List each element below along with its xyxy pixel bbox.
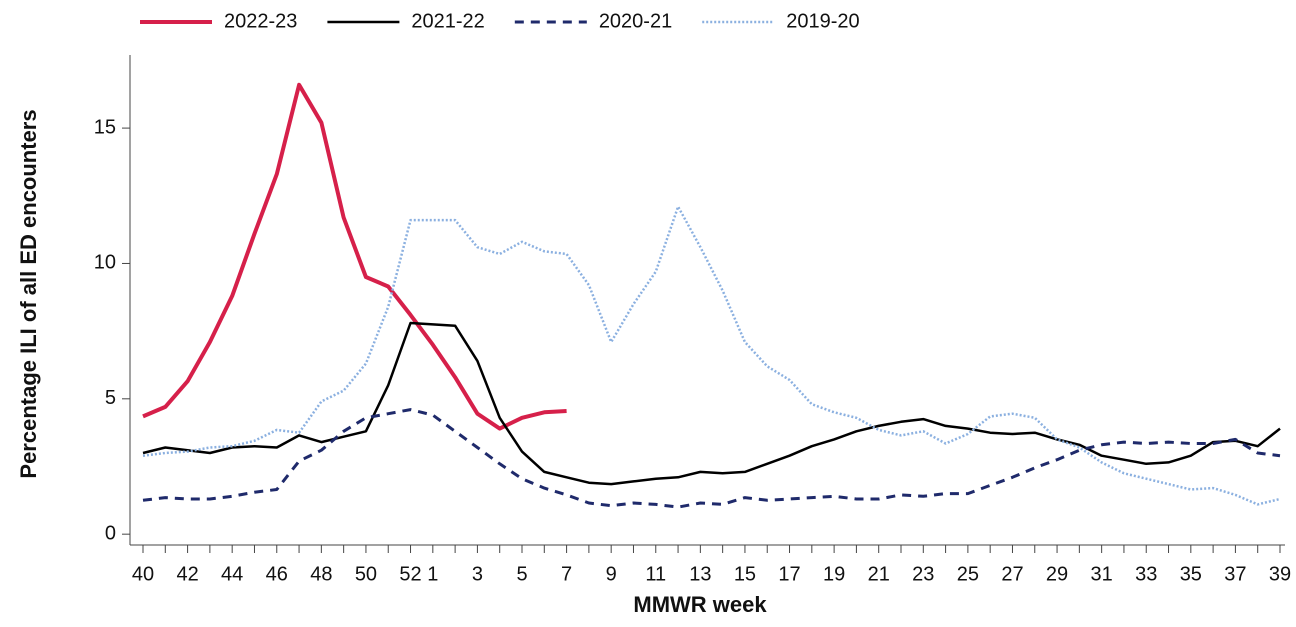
series-line	[142, 205, 1281, 506]
legend-label: 2020-21	[599, 10, 672, 32]
y-tick-label: 5	[105, 387, 116, 409]
x-tick-label: 25	[957, 563, 979, 585]
x-tick-label: 37	[1224, 563, 1246, 585]
x-tick-label: 3	[472, 563, 483, 585]
y-tick-label: 0	[105, 522, 116, 544]
x-tick-label: 7	[561, 563, 572, 585]
x-tick-label: 23	[912, 563, 934, 585]
x-tick-label: 40	[132, 563, 154, 585]
x-tick-label: 35	[1180, 563, 1202, 585]
x-tick-label: 50	[355, 563, 377, 585]
x-tick-label: 19	[823, 563, 845, 585]
series-line	[142, 408, 1281, 509]
x-tick-label: 48	[310, 563, 332, 585]
x-axis-title: MMWR week	[633, 592, 767, 617]
x-tick-label: 52	[399, 563, 421, 585]
x-tick-label: 11	[645, 563, 666, 585]
legend-label: 2019-20	[786, 10, 859, 32]
x-tick-label: 17	[778, 563, 800, 585]
x-tick-label: 1	[427, 563, 438, 585]
x-tick-label: 9	[606, 563, 617, 585]
legend-label: 2021-22	[411, 10, 484, 32]
x-tick-label: 46	[266, 563, 288, 585]
x-tick-label: 5	[516, 563, 527, 585]
y-tick-label: 15	[94, 116, 116, 138]
x-tick-label: 21	[868, 563, 890, 585]
x-tick-label: 42	[176, 563, 198, 585]
x-tick-label: 13	[689, 563, 711, 585]
x-tick-label: 31	[1091, 563, 1113, 585]
x-tick-label: 44	[221, 563, 243, 585]
legend-label: 2022-23	[224, 10, 297, 32]
y-tick-label: 10	[94, 252, 116, 274]
x-tick-label: 27	[1001, 563, 1023, 585]
y-axis-title: Percentage ILI of all ED encounters	[16, 109, 41, 478]
x-tick-label: 39	[1269, 563, 1291, 585]
x-tick-label: 15	[734, 563, 756, 585]
x-tick-label: 33	[1135, 563, 1157, 585]
series-line	[142, 321, 1281, 486]
series-line	[142, 82, 567, 431]
x-tick-label: 29	[1046, 563, 1068, 585]
